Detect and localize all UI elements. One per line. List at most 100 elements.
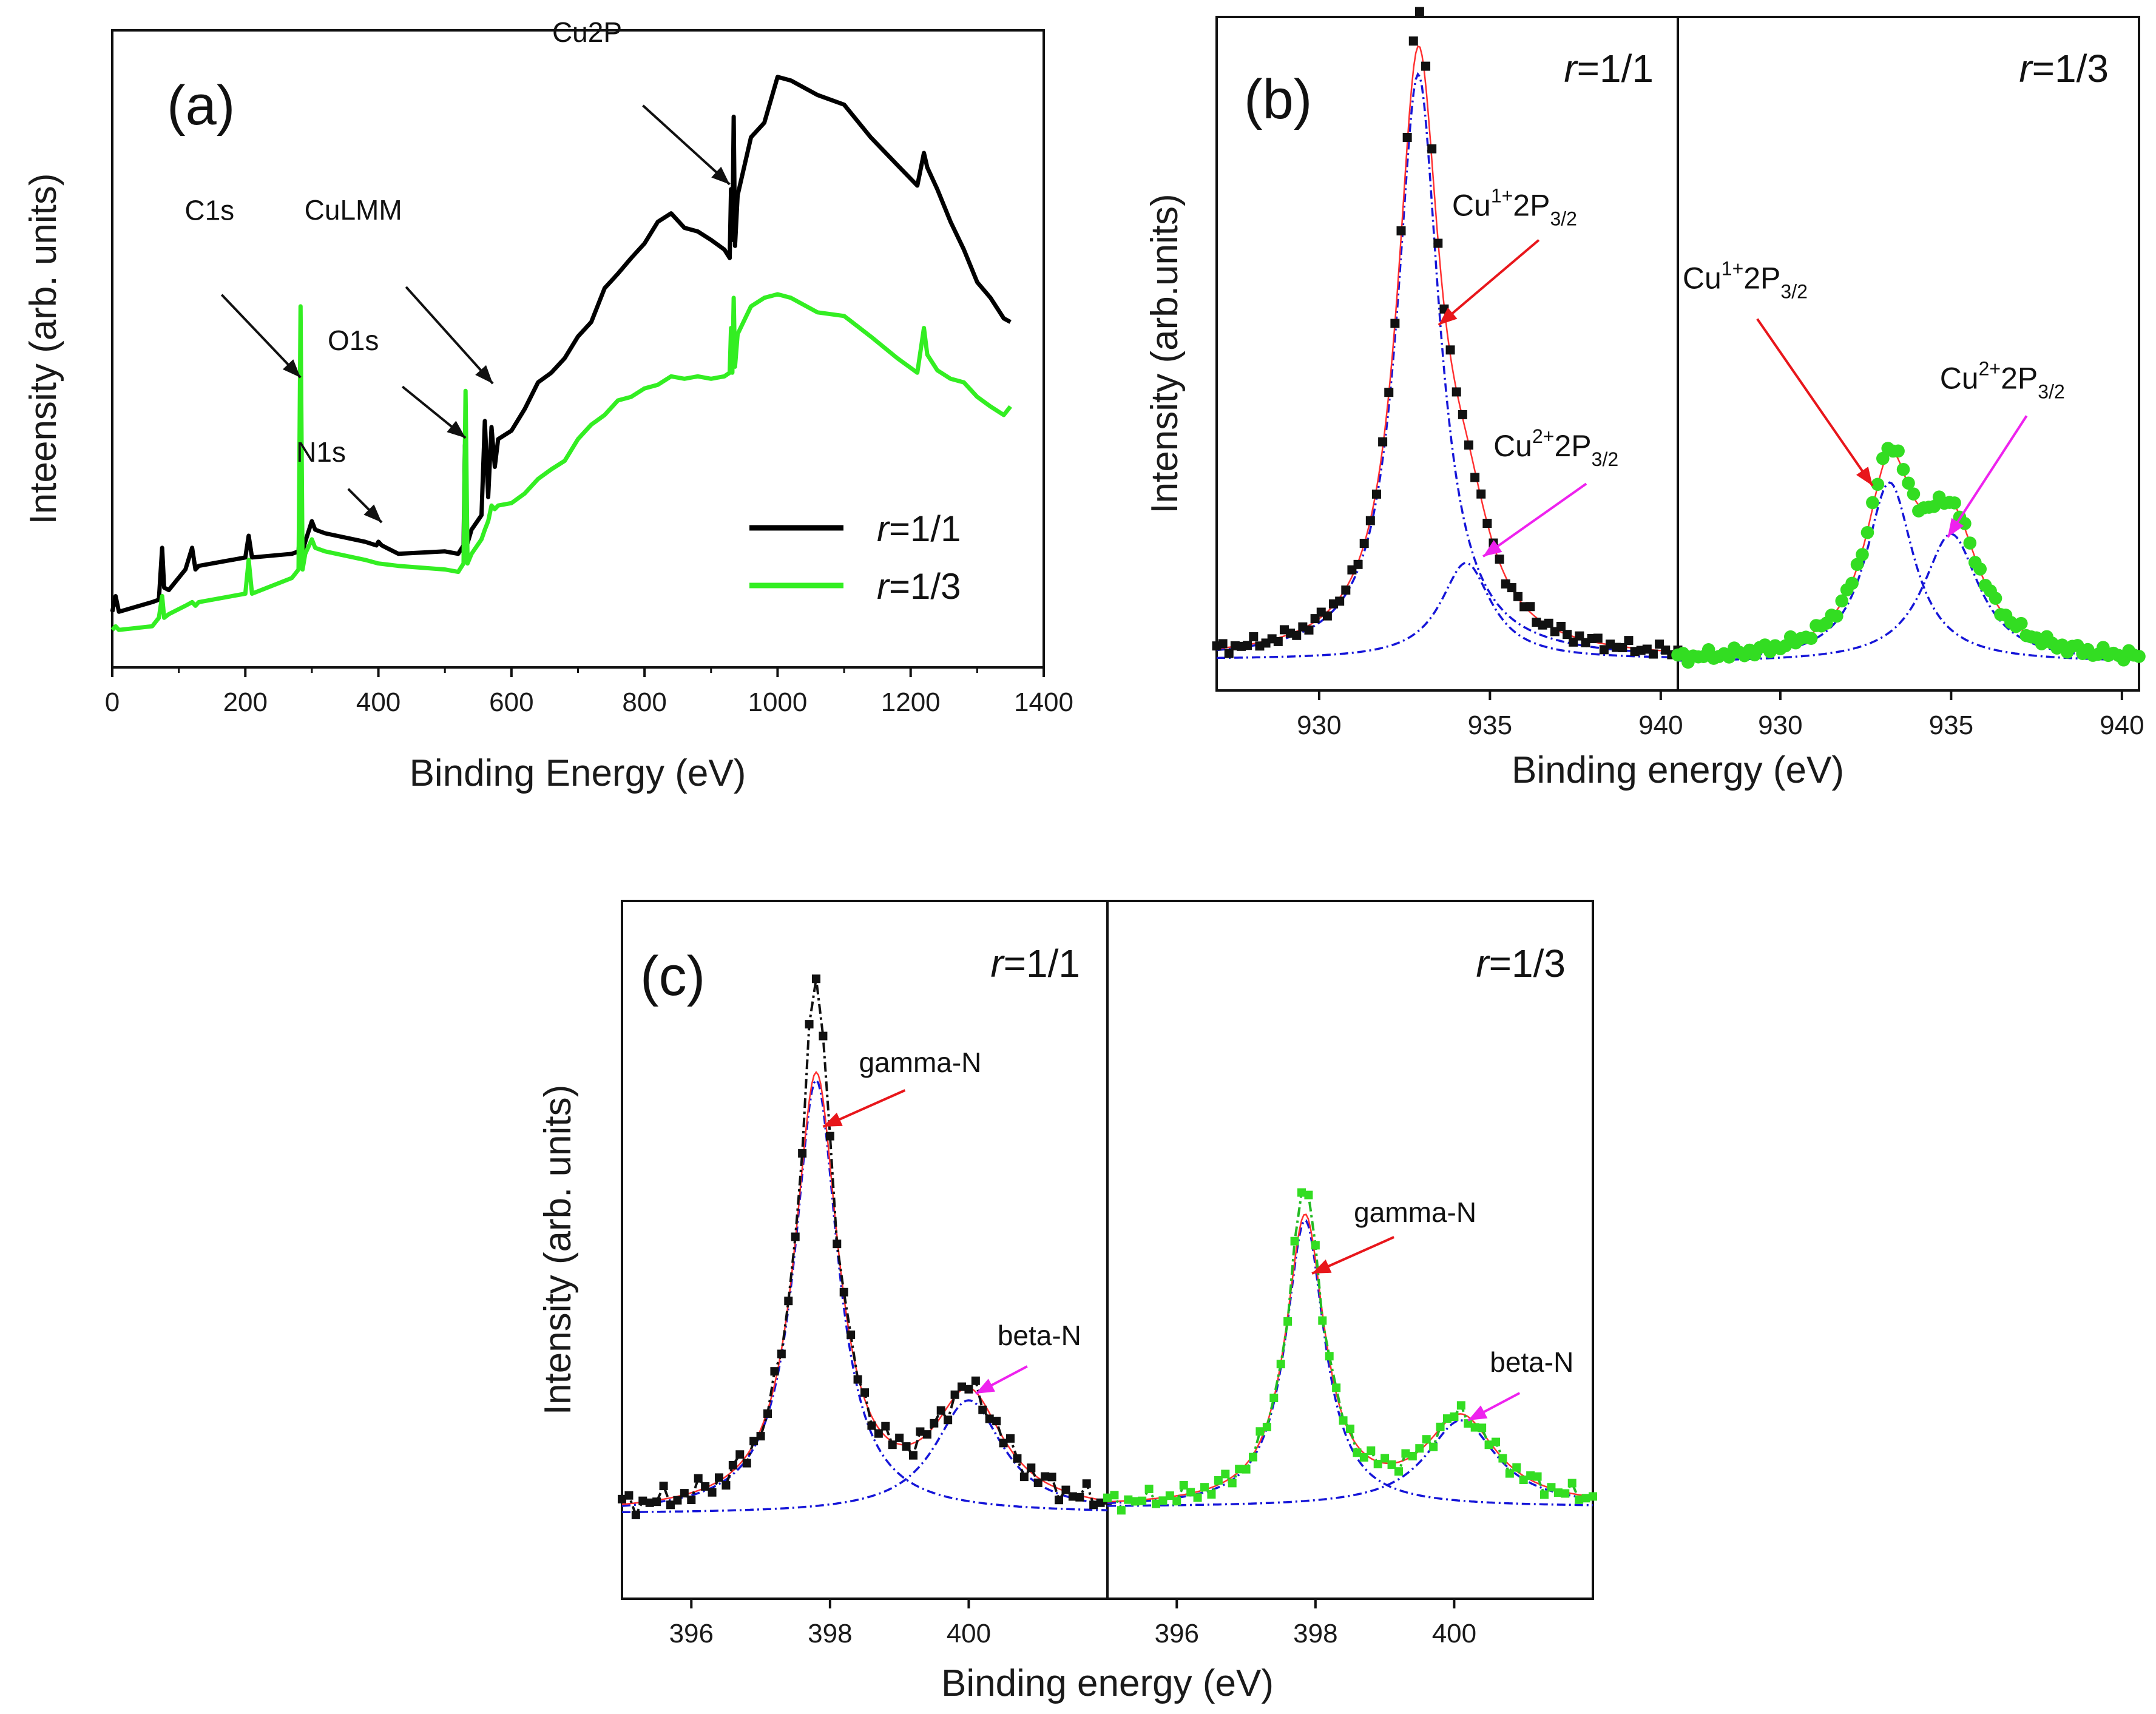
data-point	[1292, 630, 1302, 640]
data-point	[1353, 559, 1363, 569]
data-point	[1243, 641, 1252, 650]
data-point	[1581, 1494, 1590, 1503]
peak-annotation-label: Cu1+2P3/2	[1683, 258, 1808, 303]
data-point	[1341, 585, 1351, 595]
annotation-arrowhead	[447, 420, 466, 438]
data-point	[1013, 1454, 1022, 1463]
data-point	[1117, 1506, 1126, 1515]
fit-component-1	[621, 1078, 1108, 1511]
data-point	[1318, 1316, 1327, 1325]
data-point	[701, 1482, 710, 1491]
data-point	[777, 1349, 786, 1358]
data-point	[1575, 1495, 1584, 1504]
data-point	[1228, 1479, 1237, 1488]
annotation-arrow	[405, 286, 494, 385]
data-point	[1963, 536, 1977, 550]
fit-component-1	[1107, 1219, 1593, 1506]
legend-label-r11: r=1/1	[877, 508, 961, 549]
x-tick-label: 1000	[748, 687, 807, 717]
data-point	[1297, 1188, 1306, 1197]
data-point	[1561, 1489, 1570, 1498]
data-point	[1567, 1479, 1576, 1488]
panel-b-right-condition-label: r=1/3	[2019, 47, 2109, 90]
panel-a-legend: r=1/1 r=1/3	[749, 508, 961, 607]
x-tick-label: 1200	[881, 687, 941, 717]
data-point	[819, 1031, 828, 1041]
fit-component-1	[1677, 481, 2139, 661]
annotation-arrowhead	[1312, 1259, 1332, 1274]
annotation-arrowhead	[1468, 1405, 1488, 1420]
x-tick-label: 930	[1758, 710, 1802, 740]
data-point	[742, 1459, 751, 1468]
data-point	[1436, 1422, 1445, 1431]
data-point	[1484, 1440, 1493, 1449]
data-point	[1512, 1463, 1521, 1472]
panel-c-left-condition-label: r=1/1	[990, 942, 1080, 985]
data-point	[1519, 1475, 1528, 1484]
data-point	[1470, 473, 1480, 482]
data-point	[958, 1382, 966, 1391]
data-point	[1224, 649, 1234, 658]
data-point	[1255, 1427, 1265, 1436]
data-point	[1458, 410, 1467, 419]
data-point	[1540, 1490, 1549, 1499]
data-point	[1427, 144, 1437, 154]
x-tick-label: 940	[1638, 710, 1683, 740]
panel-a-label: (a)	[167, 75, 235, 137]
data-point	[1876, 451, 1890, 465]
data-point	[756, 1432, 765, 1441]
data-point	[1322, 611, 1332, 621]
data-point	[2014, 616, 2028, 630]
panel-c-left-subplot: 396 398 400 gamma-N beta-N	[618, 974, 1112, 1648]
data-point	[638, 1496, 647, 1505]
panel-c-right-subplot: 396 398 400 gamma-N beta-N	[1103, 1188, 1597, 1648]
data-point	[881, 1422, 890, 1431]
data-point	[1235, 1465, 1244, 1474]
data-point	[895, 1433, 904, 1442]
panel-c-y-axis-title: Intensity (arb. units)	[537, 1085, 579, 1415]
peak-annotation-label: gamma-N	[859, 1047, 981, 1078]
data-point	[1422, 1435, 1431, 1444]
data-point	[888, 1440, 897, 1449]
data-point	[1359, 539, 1369, 548]
data-point	[971, 1376, 980, 1385]
annotation-arrow	[1947, 415, 2028, 538]
data-point	[1526, 1471, 1535, 1480]
data-point	[1556, 621, 1566, 631]
data-point	[909, 1451, 917, 1460]
data-point	[770, 1367, 779, 1376]
series-line-r11	[110, 75, 1012, 614]
data-point	[860, 1388, 869, 1397]
data-point	[1507, 583, 1516, 593]
data-point	[1110, 1491, 1119, 1500]
annotation-arrowhead	[1856, 467, 1873, 486]
panel-c: 396 398 400 gamma-N beta-N 396 398 400 gamma-N b…	[537, 900, 1597, 1704]
x-tick-label: 940	[2100, 710, 2144, 740]
annotation-label-cu2p: Cu2P	[552, 16, 622, 48]
data-point	[1075, 1493, 1084, 1502]
x-tick-label: 400	[356, 687, 400, 717]
x-tick-label: 935	[1468, 710, 1512, 740]
data-point	[1408, 36, 1418, 46]
annotation-label-c1s: C1s	[184, 194, 234, 226]
data-point	[874, 1429, 883, 1438]
data-point	[1618, 643, 1627, 652]
data-point	[1495, 555, 1504, 564]
data-point	[1505, 1469, 1514, 1478]
data-point	[1553, 1488, 1563, 1497]
data-point	[1513, 592, 1523, 601]
data-point	[1384, 388, 1394, 397]
x-tick-label: 396	[1155, 1619, 1199, 1648]
data-point	[1396, 226, 1406, 236]
data-point	[1415, 1444, 1424, 1453]
data-point	[1492, 1437, 1500, 1446]
x-tick-label: 600	[489, 687, 533, 717]
panel-a-annotations: Cu2P C1s CuLMM O1s N1s	[184, 16, 731, 524]
data-point	[1544, 618, 1553, 628]
data-point	[618, 1494, 626, 1503]
x-tick-label: 396	[669, 1619, 714, 1648]
data-point	[1193, 1493, 1202, 1502]
data-point	[1456, 1401, 1465, 1410]
panel-a-series-layer	[110, 75, 1012, 632]
data-point	[1158, 1496, 1168, 1505]
